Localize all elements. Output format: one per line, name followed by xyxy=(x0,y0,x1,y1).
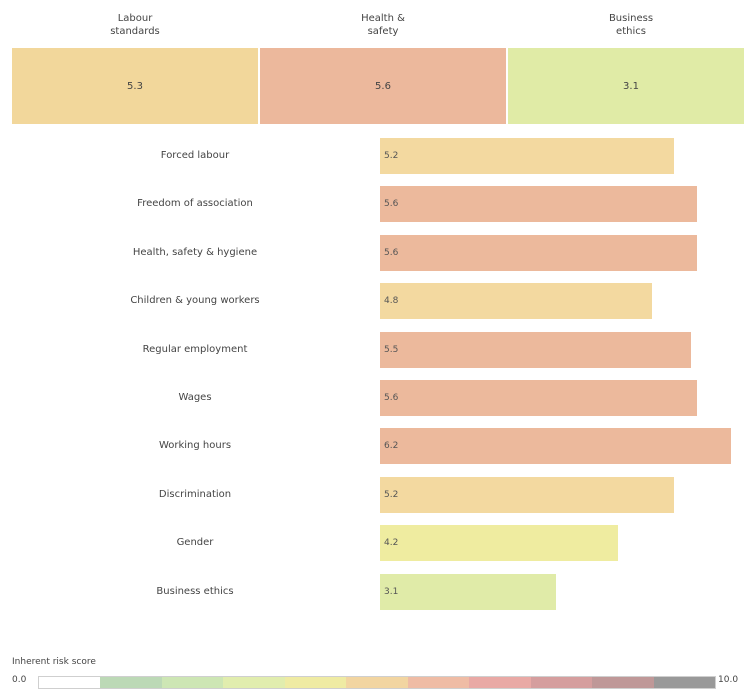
issue-label: Children & young workers xyxy=(60,283,330,319)
issue-label: Health, safety & hygiene xyxy=(60,235,330,271)
legend-title: Inherent risk score xyxy=(12,657,96,667)
legend-color-swatch xyxy=(39,677,100,688)
issue-bar: 5.6 xyxy=(380,235,697,271)
issue-label: Forced labour xyxy=(60,138,330,174)
legend-color-swatch xyxy=(654,677,715,688)
summary-category-label: Business ethics xyxy=(508,12,744,44)
issue-bar: 5.6 xyxy=(380,186,697,222)
legend-color-swatch xyxy=(223,677,284,688)
issue-score-label: 5.6 xyxy=(384,235,398,271)
summary-category-score: 5.3 xyxy=(12,48,258,124)
issue-score-label: 5.2 xyxy=(384,477,398,513)
issue-bar: 4.8 xyxy=(380,283,652,319)
issue-score-label: 4.2 xyxy=(384,525,398,561)
issue-score-label: 5.2 xyxy=(384,138,398,174)
issue-bar: 5.5 xyxy=(380,332,691,368)
issue-label: Working hours xyxy=(60,428,330,464)
issue-label: Gender xyxy=(60,525,330,561)
summary-category-score: 3.1 xyxy=(508,48,744,124)
issue-bar: 5.2 xyxy=(380,477,674,513)
issue-score-label: 5.6 xyxy=(384,186,398,222)
risk-color-scale xyxy=(38,676,716,689)
issue-bar: 5.6 xyxy=(380,380,697,416)
issue-bar: 5.2 xyxy=(380,138,674,174)
legend-color-swatch xyxy=(408,677,469,688)
legend-min-label: 0.0 xyxy=(12,675,26,685)
issue-label: Business ethics xyxy=(60,574,330,610)
issue-label: Freedom of association xyxy=(60,186,330,222)
issue-bar: 6.2 xyxy=(380,428,731,464)
issue-bar: 3.1 xyxy=(380,574,556,610)
issue-label: Regular employment xyxy=(60,332,330,368)
legend-color-swatch xyxy=(592,677,653,688)
legend-color-swatch xyxy=(531,677,592,688)
legend-color-swatch xyxy=(100,677,161,688)
summary-category-label: Labour standards xyxy=(12,12,258,44)
summary-category-score: 5.6 xyxy=(260,48,506,124)
summary-category-label: Health & safety xyxy=(260,12,506,44)
legend-color-swatch xyxy=(285,677,346,688)
issue-label: Discrimination xyxy=(60,477,330,513)
legend-color-swatch xyxy=(469,677,530,688)
legend-color-swatch xyxy=(346,677,407,688)
issue-score-label: 4.8 xyxy=(384,283,398,319)
issue-score-label: 5.5 xyxy=(384,332,398,368)
legend-color-swatch xyxy=(162,677,223,688)
issue-bar: 4.2 xyxy=(380,525,618,561)
issue-score-label: 5.6 xyxy=(384,380,398,416)
legend-max-label: 10.0 xyxy=(718,675,738,685)
issue-score-label: 3.1 xyxy=(384,574,398,610)
issue-label: Wages xyxy=(60,380,330,416)
issue-score-label: 6.2 xyxy=(384,428,398,464)
